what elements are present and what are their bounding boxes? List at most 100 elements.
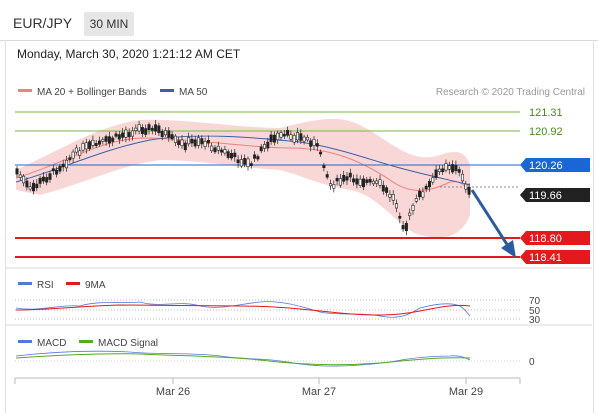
candle-body <box>210 145 214 152</box>
credit-label: Research © 2020 Trading Central <box>436 87 585 98</box>
ma20-line <box>15 137 471 196</box>
candle-body <box>249 163 253 166</box>
candle-body <box>319 151 323 155</box>
macd-legend-label: MACD <box>37 338 66 349</box>
candle-body <box>164 130 168 136</box>
candle-body <box>206 139 210 144</box>
candle-body <box>348 172 352 178</box>
candle-body <box>272 134 276 143</box>
candle-body <box>391 194 395 201</box>
candle-body <box>398 215 402 219</box>
candle-body <box>18 174 22 178</box>
timeframe-button[interactable]: 30 MIN <box>84 12 134 36</box>
candle-body <box>401 225 405 230</box>
candle-body <box>246 158 250 167</box>
candle-body <box>84 142 88 150</box>
rsi-ma-legend-label: 9MA <box>85 280 106 291</box>
level-label-120.92: 120.92 <box>529 126 563 138</box>
candle-body <box>154 124 158 132</box>
candle-body <box>233 152 237 158</box>
bollinger-band <box>16 118 470 238</box>
candle-body <box>427 181 431 188</box>
candle-body <box>94 143 98 147</box>
candle-body <box>140 127 144 135</box>
candle-body <box>187 137 191 145</box>
level-label-121.31: 121.31 <box>529 107 563 119</box>
candle-body <box>203 141 207 147</box>
candle-body <box>266 141 270 149</box>
candle-body <box>371 180 375 185</box>
candle-body <box>127 132 131 138</box>
candle-body <box>15 168 19 175</box>
chart-panel <box>5 40 594 413</box>
candle-body <box>167 130 171 138</box>
candle-body <box>411 205 415 211</box>
rsi-legend-swatch <box>18 282 32 285</box>
candle-body <box>35 183 39 189</box>
candle-body <box>276 132 280 141</box>
macd-signal-legend-label: MACD Signal <box>98 338 158 349</box>
candle-body <box>437 168 441 173</box>
candle-body <box>394 203 398 209</box>
candle-body <box>193 139 197 147</box>
candle-body <box>220 149 224 153</box>
candle-body <box>173 135 177 143</box>
candlestick-series <box>15 120 471 236</box>
ma20-legend-label: MA 20 + Bollinger Bands <box>37 87 147 98</box>
candle-body <box>286 129 290 136</box>
candle-body <box>197 137 201 146</box>
candle-body <box>408 212 412 217</box>
candle-body <box>375 180 379 184</box>
candle-body <box>299 133 303 141</box>
candle-body <box>355 178 359 185</box>
x-axis-label-mar29: Mar 29 <box>449 386 483 398</box>
macd-zero-label: 0 <box>529 357 535 368</box>
candle-body <box>38 177 42 184</box>
candle-body <box>253 154 257 159</box>
candle-body <box>236 159 240 164</box>
candle-body <box>421 191 425 198</box>
candle-body <box>464 183 468 190</box>
candle-body <box>305 137 309 141</box>
candle-body <box>444 163 448 171</box>
candle-body <box>378 179 382 186</box>
candle-body <box>332 184 336 189</box>
candle-body <box>282 133 286 137</box>
candle-body <box>269 134 273 142</box>
candle-body <box>150 127 154 131</box>
candle-body <box>418 190 422 198</box>
candle-body <box>467 187 471 195</box>
candle-body <box>365 179 369 183</box>
macd-legend-swatch <box>18 340 32 343</box>
candle-body <box>88 141 92 149</box>
rsi-level-70: 70 <box>529 296 541 307</box>
candle-body <box>312 138 316 146</box>
candle-body <box>144 128 148 135</box>
candle-body <box>335 177 339 182</box>
candle-body <box>388 193 392 198</box>
candle-body <box>381 185 385 192</box>
ma50-legend-swatch <box>160 89 174 92</box>
timestamp: Monday, March 30, 2020 1:21:12 AM CET <box>17 47 241 61</box>
candle-body <box>134 127 138 131</box>
candle-body <box>345 176 349 181</box>
candle-body <box>71 151 75 159</box>
candle-body <box>342 174 346 182</box>
forecast-arrow-shaft <box>470 189 510 247</box>
candle-body <box>131 130 135 137</box>
rsi-line <box>15 301 471 318</box>
rsi-level-50: 50 <box>529 306 541 317</box>
candle-body <box>223 149 227 154</box>
candle-body <box>25 180 29 188</box>
candle-body <box>107 136 111 144</box>
candle-body <box>457 169 461 173</box>
candle-body <box>180 139 184 147</box>
candle-body <box>385 187 389 193</box>
macd-signal-legend-swatch <box>79 340 93 343</box>
header-bar: EUR/JPY 30 MIN <box>0 0 598 41</box>
candle-body <box>414 198 418 202</box>
candle-body <box>309 140 313 147</box>
level-label-118.41: 118.41 <box>529 252 562 264</box>
candle-body <box>147 124 151 130</box>
candle-body <box>424 185 428 190</box>
